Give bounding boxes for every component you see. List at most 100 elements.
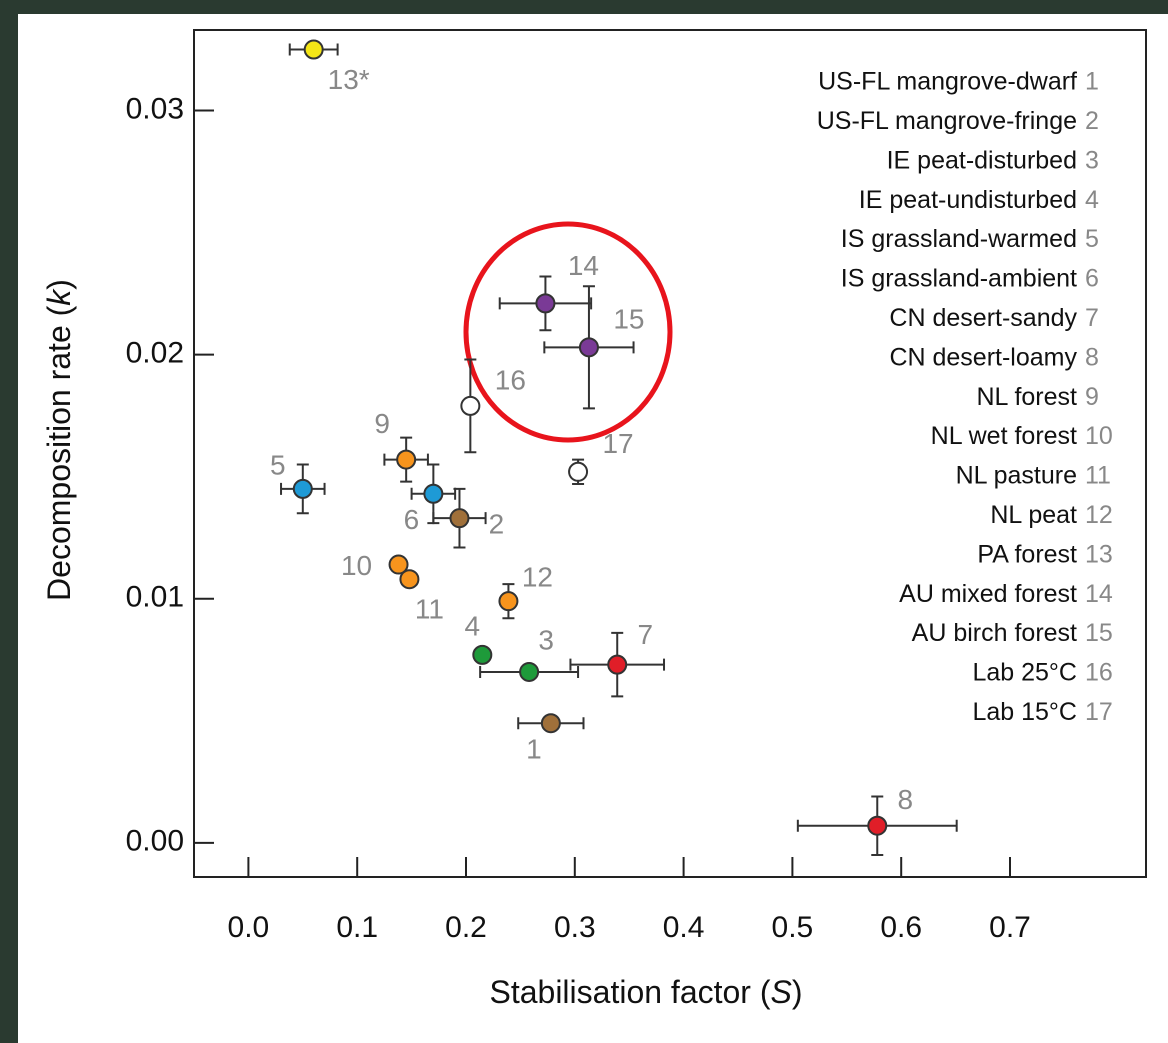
legend-id: 8 — [1085, 343, 1099, 371]
legend-label: IS grassland-ambient — [841, 265, 1077, 293]
x-tick-label: 0.6 — [880, 911, 922, 944]
legend-label: IE peat-undisturbed — [859, 186, 1077, 214]
legend-id: 9 — [1085, 383, 1099, 411]
legend-label: Lab 15°C — [972, 698, 1077, 726]
legend-label: IE peat-disturbed — [887, 146, 1077, 174]
plot-frame — [193, 29, 1147, 878]
legend-label: NL forest — [976, 383, 1077, 411]
data-point: 1 — [517, 713, 585, 765]
data-point: 7 — [569, 619, 666, 698]
x-label-var: S — [771, 974, 792, 1010]
point-label: 10 — [341, 550, 372, 581]
legend-id: 3 — [1085, 146, 1099, 174]
point-label: 7 — [637, 619, 653, 650]
marker — [578, 337, 599, 358]
legend-label: CN desert-loamy — [889, 343, 1077, 371]
legend-id: 10 — [1085, 422, 1113, 450]
point-label: 1 — [526, 734, 542, 765]
legend-id: 7 — [1085, 304, 1099, 332]
data-point: 6 — [404, 463, 457, 535]
y-tick-label: 0.00 — [126, 825, 184, 858]
legend-label: NL peat — [990, 501, 1077, 529]
legend-id: 11 — [1085, 462, 1111, 490]
x-tick-label: 0.3 — [554, 911, 596, 944]
marker — [396, 449, 417, 470]
legend-label: Lab 25°C — [972, 659, 1077, 687]
marker — [607, 654, 628, 675]
y-tick-label: 0.01 — [126, 581, 184, 614]
legend-label: AU mixed forest — [899, 580, 1077, 608]
point-label: 13* — [328, 64, 370, 95]
point-label: 3 — [538, 624, 554, 655]
y-axis-label: Decomposition rate (k) — [41, 279, 77, 601]
point-label: 6 — [404, 504, 420, 535]
data-point: 17 — [568, 428, 634, 486]
legend-id: 15 — [1085, 619, 1113, 647]
x-tick-label: 0.4 — [663, 911, 705, 944]
marker — [449, 508, 470, 529]
data-point: 9 — [374, 408, 429, 483]
data-point: 3 — [479, 624, 580, 682]
legend-id: 14 — [1085, 580, 1113, 608]
marker — [292, 478, 313, 499]
marker — [498, 591, 519, 612]
data-point: 14 — [498, 250, 599, 332]
legend-id: 13 — [1085, 540, 1113, 568]
point-label: 14 — [568, 250, 599, 281]
y-tick-label: 0.02 — [126, 337, 184, 370]
legend-id: 12 — [1085, 501, 1113, 529]
data-point: 11 — [399, 569, 444, 625]
legend-label: PA forest — [977, 540, 1077, 568]
marker — [303, 39, 324, 60]
point-label: 11 — [415, 594, 444, 625]
legend-label: NL wet forest — [931, 422, 1077, 450]
data-point: 5 — [270, 449, 326, 515]
x-label-text: Stabilisation factor ( — [489, 974, 770, 1010]
legend-id: 5 — [1085, 225, 1099, 253]
marker — [399, 569, 420, 590]
legend-id: 16 — [1085, 659, 1113, 687]
data-point: 15 — [543, 285, 645, 410]
x-tick-label: 0.2 — [445, 911, 487, 944]
legend-id: 17 — [1085, 698, 1113, 726]
marker — [568, 461, 589, 482]
marker — [540, 713, 561, 734]
point-label: 2 — [489, 509, 505, 540]
legend-label: AU birch forest — [912, 619, 1077, 647]
data-point: 13* — [288, 39, 370, 95]
y-tick-label: 0.03 — [126, 92, 184, 125]
legend-label: US-FL mangrove-dwarf — [818, 68, 1077, 96]
x-tick-label: 0.0 — [228, 911, 270, 944]
y-label-var: k — [41, 288, 77, 306]
marker — [867, 815, 888, 836]
marker — [535, 293, 556, 314]
x-label-end: ) — [792, 974, 803, 1010]
y-label-text: Decomposition rate ( — [41, 305, 77, 601]
legend-label: US-FL mangrove-fringe — [817, 107, 1077, 135]
highlight-circle — [463, 221, 673, 443]
x-tick-label: 0.1 — [336, 911, 378, 944]
legend-label: IS grassland-warmed — [841, 225, 1077, 253]
legend-label: CN desert-sandy — [889, 304, 1077, 332]
marker — [423, 483, 444, 504]
legend-label: NL pasture — [956, 462, 1077, 490]
y-label-end: ) — [41, 279, 77, 290]
point-label: 15 — [613, 304, 644, 335]
point-label: 4 — [465, 610, 481, 641]
data-point: 4 — [465, 610, 493, 665]
marker — [388, 554, 409, 575]
point-label: 8 — [897, 784, 913, 815]
x-axis-label: Stabilisation factor (S) — [489, 974, 802, 1010]
legend-id: 2 — [1085, 107, 1099, 135]
marker — [472, 644, 493, 665]
legend-id: 1 — [1085, 68, 1099, 96]
legend-id: 6 — [1085, 265, 1099, 293]
panel — [18, 14, 1168, 1043]
data-point: 12 — [498, 562, 553, 620]
point-label: 12 — [522, 562, 553, 593]
point-label: 5 — [270, 449, 286, 480]
marker — [460, 395, 481, 416]
data-point: 8 — [796, 784, 958, 857]
